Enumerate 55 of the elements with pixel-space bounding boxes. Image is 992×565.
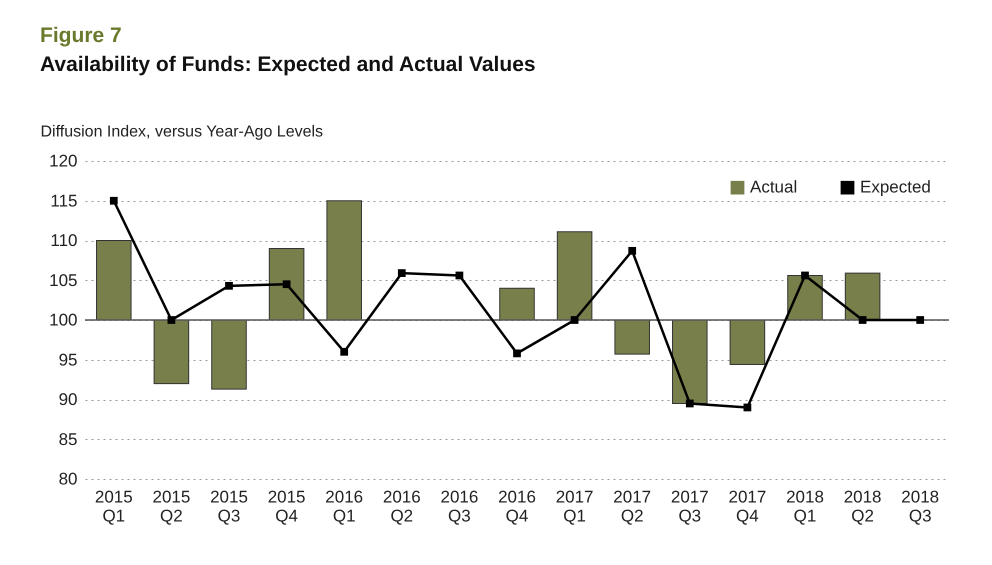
point xyxy=(225,282,233,290)
point xyxy=(628,246,636,255)
bar xyxy=(672,320,708,404)
bar xyxy=(268,248,304,320)
point xyxy=(570,316,578,324)
point xyxy=(340,348,348,356)
point xyxy=(110,196,118,205)
point xyxy=(398,269,406,277)
point xyxy=(916,316,924,324)
bar xyxy=(730,320,766,366)
y-tick-label: 100 xyxy=(49,310,78,330)
x-tick-label: 2015 Q1 xyxy=(94,488,133,526)
x-tick-label: 2018 Q1 xyxy=(786,488,824,526)
bar xyxy=(211,320,247,390)
point xyxy=(744,404,752,412)
y-tick-label: 80 xyxy=(58,470,78,488)
x-tick-label: 2016 Q4 xyxy=(498,488,536,526)
point xyxy=(513,350,521,358)
bar xyxy=(326,200,362,320)
point xyxy=(456,272,464,280)
y-axis-title: Diffusion Index, versus Year-Ago Levels xyxy=(40,124,324,140)
x-tick-label: 2018 Q3 xyxy=(901,488,940,526)
y-tick-label: 90 xyxy=(58,390,78,409)
x-tick-label: 2015 Q3 xyxy=(210,488,248,526)
bar xyxy=(844,272,880,320)
x-tick-label: 2018 Q2 xyxy=(844,488,882,526)
point xyxy=(858,316,866,324)
x-tick-label: 2017 Q4 xyxy=(728,488,766,526)
point xyxy=(801,272,809,280)
x-tick-label: 2017 Q1 xyxy=(556,488,594,526)
x-tick-label: 2017 Q2 xyxy=(613,488,652,526)
point xyxy=(168,316,176,324)
x-tick-label: 2015 Q2 xyxy=(152,488,190,526)
bar xyxy=(96,240,132,320)
bar xyxy=(499,288,535,320)
bar xyxy=(614,320,650,355)
x-tick-label: 2016 Q1 xyxy=(325,488,364,526)
y-tick-label: 120 xyxy=(49,152,78,170)
legend-label: Expected xyxy=(860,178,931,197)
x-tick-label: 2016 Q2 xyxy=(382,488,421,526)
x-tick-label: 2016 Q3 xyxy=(440,488,478,526)
y-tick-label: 95 xyxy=(58,350,78,370)
y-tick-label: 105 xyxy=(49,270,78,290)
y-tick-label: 110 xyxy=(50,231,78,250)
point xyxy=(686,400,694,408)
y-tick-label: 85 xyxy=(58,430,78,449)
x-tick-label: 2017 Q3 xyxy=(670,488,709,526)
point xyxy=(282,280,290,288)
chart-title: Figure 7 xyxy=(40,24,122,47)
x-tick-label: 2015 Q4 xyxy=(268,488,306,526)
y-tick-label: 115 xyxy=(50,191,78,210)
chart-subtitle: Availability of Funds: Expected and Actual Values xyxy=(40,53,536,76)
legend-label: Actual xyxy=(750,178,798,197)
bar xyxy=(556,231,592,320)
bar xyxy=(154,320,190,384)
